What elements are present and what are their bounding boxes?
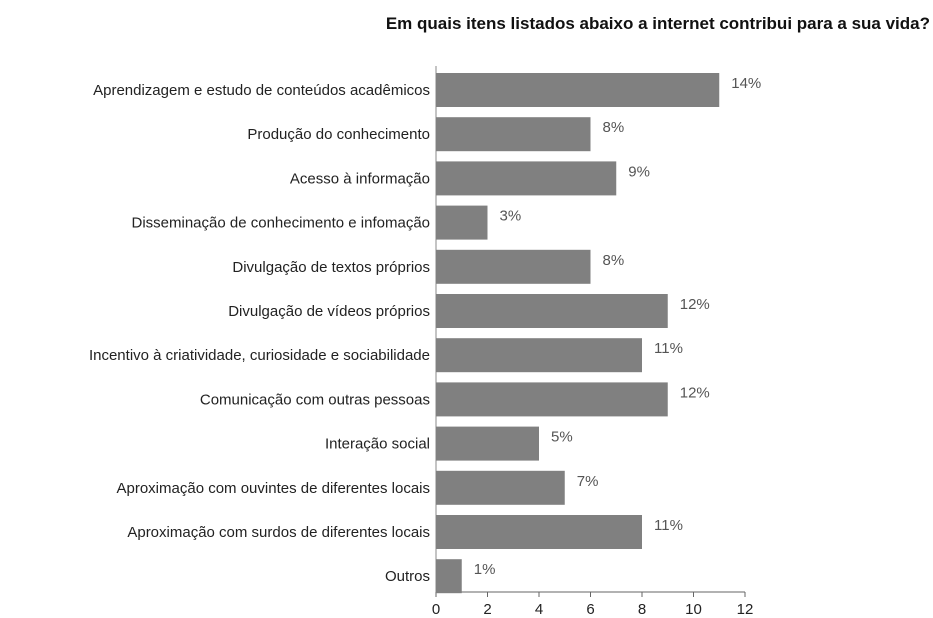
x-tick-label: 6 <box>586 601 594 618</box>
category-label: Aproximação com surdos de diferentes loc… <box>127 524 430 541</box>
bar <box>436 73 720 107</box>
bar <box>436 249 591 284</box>
category-label: Aprendizagem e estudo de conteúdos acadê… <box>93 82 430 99</box>
x-tick-label: 0 <box>432 601 440 618</box>
x-tick-label: 4 <box>535 601 543 618</box>
category-label: Interação social <box>325 436 430 453</box>
x-tick-label: 12 <box>737 601 754 618</box>
data-label: 14% <box>731 75 761 92</box>
data-label: 8% <box>603 252 625 269</box>
data-label: 5% <box>551 429 573 446</box>
data-label: 12% <box>680 384 710 401</box>
bar <box>436 559 462 594</box>
bar <box>436 338 642 373</box>
bar <box>436 382 668 417</box>
data-label: 12% <box>680 296 710 313</box>
bar <box>436 205 488 240</box>
data-label: 1% <box>474 561 496 578</box>
category-label: Disseminação de conhecimento e infomação <box>132 215 431 232</box>
bar <box>436 294 668 328</box>
category-label: Incentivo à criatividade, curiosidade e … <box>89 347 430 364</box>
x-tick-label: 10 <box>685 601 702 618</box>
category-label: Divulgação de vídeos próprios <box>228 303 430 320</box>
data-label: 11% <box>654 340 683 357</box>
category-label: Comunicação com outras pessoas <box>200 391 430 408</box>
bar <box>436 117 591 152</box>
data-label: 11% <box>654 517 683 534</box>
data-label: 9% <box>628 163 650 180</box>
x-tick-label: 2 <box>483 601 491 618</box>
data-label: 3% <box>500 208 522 225</box>
category-label: Aproximação com ouvintes de diferentes l… <box>117 480 431 497</box>
bar <box>436 161 617 196</box>
category-label: Divulgação de textos próprios <box>232 259 430 276</box>
data-label: 8% <box>603 119 625 136</box>
bar <box>436 515 642 549</box>
chart-title: Em quais itens listados abaixo a interne… <box>385 14 930 33</box>
x-tick-label: 8 <box>638 601 646 618</box>
bar <box>436 470 565 505</box>
data-label: 7% <box>577 473 599 490</box>
bar <box>436 426 539 461</box>
category-label: Acesso à informação <box>290 170 430 187</box>
category-label: Outros <box>385 568 430 585</box>
category-label: Produção do conhecimento <box>247 126 430 143</box>
